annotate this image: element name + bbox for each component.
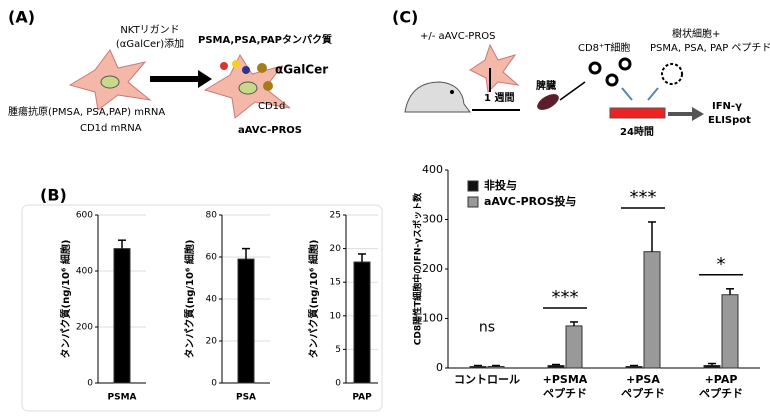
y-tick-label: 600 <box>76 211 93 221</box>
x-tick-label: +PSA <box>626 373 660 386</box>
y-axis-label: タンパク質(ng/10⁶ 細胞) <box>59 240 72 359</box>
y-tick-label: 25 <box>330 211 341 221</box>
x-tick-label: +PAP <box>705 373 738 386</box>
label: NKTリガンド <box>120 24 179 36</box>
bar <box>547 365 565 369</box>
y-tick-label: 40 <box>206 295 218 305</box>
y-tick-label: 200 <box>76 323 93 333</box>
y-tick-label: 10 <box>330 311 342 321</box>
bar <box>721 294 739 369</box>
label: 腫瘍抗原(PMSA, PSA,PAP) mRNA <box>8 105 165 118</box>
x-tick-label: ペプチド <box>543 386 587 400</box>
y-tick-label: 0 <box>87 379 93 389</box>
y-tick-label: 0 <box>335 379 341 389</box>
label: 樹状細胞+ <box>672 27 720 40</box>
bar <box>487 366 505 369</box>
y-tick-label: 60 <box>206 253 218 263</box>
label: aAVC-PROS <box>238 125 302 136</box>
t-cell <box>618 57 632 71</box>
y-axis-label: CD8陽性T細胞中のIFN-γスポット数 <box>412 192 424 345</box>
bar <box>237 258 255 384</box>
x-tick-label: ペプチド <box>699 386 743 400</box>
y-axis-label: タンパク質(ng/10⁶ 細胞) <box>183 240 196 359</box>
y-tick-label: 0 <box>211 379 217 389</box>
significance-label: * <box>717 254 726 275</box>
panel-frame <box>21 204 383 412</box>
significance-label: *** <box>630 187 657 208</box>
significance-label: *** <box>552 287 579 308</box>
dendritic-cell <box>661 63 683 85</box>
x-tick-label: +PSMA <box>543 373 588 386</box>
protein <box>220 62 228 70</box>
x-tick-label: ペプチド <box>621 386 665 400</box>
t-cell <box>588 61 602 75</box>
x-tick-label: コントロール <box>454 373 520 386</box>
x-tick-label: PSMA <box>108 393 137 403</box>
nucleus <box>238 81 258 95</box>
mouse-eye <box>450 90 454 94</box>
label: PSMA,PSA,PAPタンパク質 <box>198 33 332 46</box>
label: +/- aAVC-PROS <box>420 31 496 42</box>
bar <box>643 251 661 369</box>
legend-swatch <box>467 196 479 208</box>
t-cell <box>605 73 619 87</box>
arrow <box>668 107 704 121</box>
arrow <box>559 81 586 101</box>
bar <box>469 366 487 369</box>
significance-label: ns <box>479 320 495 336</box>
x-tick-label: PSA <box>236 393 256 403</box>
protein <box>242 66 250 74</box>
label: (αGalCer)添加 <box>116 37 184 50</box>
label: 脾臓 <box>536 79 556 92</box>
label: CD8⁺T細胞 <box>578 41 630 54</box>
label: αGalCer <box>275 63 328 77</box>
y-axis-label: タンパク質(ng/10⁶ 細胞) <box>307 240 320 359</box>
galcer <box>257 63 267 73</box>
cell <box>469 43 520 94</box>
legend-label: aAVC-PROS投与 <box>484 194 576 208</box>
label: 1 週間 <box>484 92 514 104</box>
label: CD1d mRNA <box>80 123 142 134</box>
plate <box>609 107 666 119</box>
legend-label: 非投与 <box>484 178 517 192</box>
label: IFN-γ <box>712 101 742 112</box>
bar <box>113 248 131 384</box>
spleen <box>537 94 559 110</box>
y-tick-label: 200 <box>422 262 443 275</box>
y-tick-label: 80 <box>206 211 218 221</box>
y-tick-label: 20 <box>206 337 218 347</box>
mouse <box>404 81 471 113</box>
y-tick-label: 300 <box>422 213 443 226</box>
panel-label: (B) <box>40 186 67 205</box>
y-tick-label: 0 <box>436 361 443 374</box>
galcer <box>263 81 273 91</box>
y-tick-label: 20 <box>330 244 342 254</box>
bar <box>625 366 643 369</box>
y-tick-label: 15 <box>330 278 341 288</box>
bar <box>353 261 371 384</box>
y-tick-label: 5 <box>335 345 341 355</box>
y-tick-label: 100 <box>422 312 443 325</box>
protein <box>232 60 240 68</box>
label: CD1d <box>258 101 285 112</box>
y-tick-label: 400 <box>76 267 93 277</box>
panel-label: (A) <box>8 8 35 27</box>
panel-label: (C) <box>392 8 418 27</box>
label: ELISpot <box>708 115 751 126</box>
arrow <box>150 70 212 88</box>
x-tick-label: PAP <box>352 393 372 403</box>
y-tick-label: 400 <box>422 163 443 176</box>
bar <box>565 325 583 369</box>
bar <box>703 365 721 369</box>
label: PSMA, PSA, PAP ペプチド <box>650 42 770 54</box>
nucleus <box>100 75 120 89</box>
label: 24時間 <box>620 125 654 138</box>
arrow <box>621 87 659 101</box>
legend-swatch <box>467 180 479 192</box>
